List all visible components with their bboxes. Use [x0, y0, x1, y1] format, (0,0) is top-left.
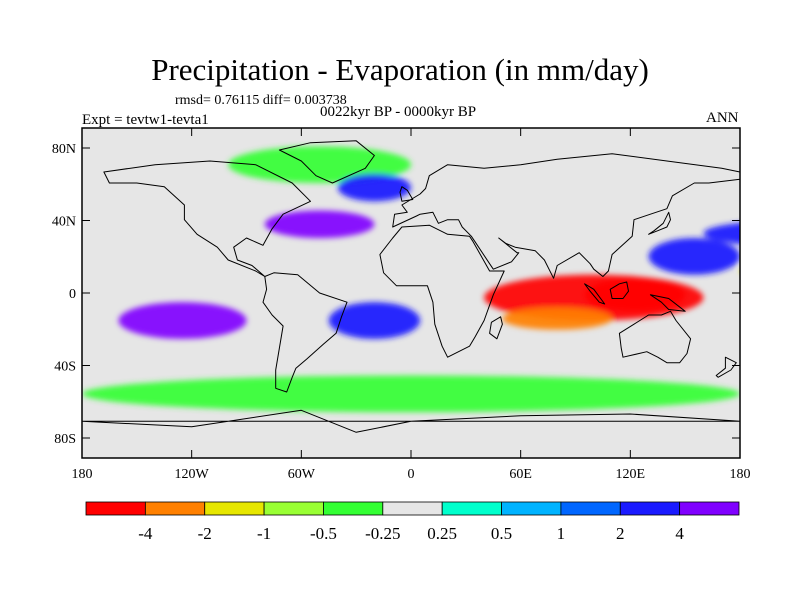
region-northwest-pacific-wet-band — [648, 238, 740, 275]
colorbar-swatch — [144, 501, 206, 516]
colorbar-swatch — [382, 501, 443, 516]
region-southern-ocean-green — [82, 375, 740, 413]
coastline-indonesia-borneo — [609, 281, 629, 299]
coastline-layer — [81, 140, 741, 433]
x-tick-label: 0 — [408, 467, 415, 482]
colorbar-swatch — [441, 501, 502, 516]
colorbar-label: -1 — [257, 524, 271, 543]
axis-ticks: 180 120W 60W 0 60E 120E 180 80N 40N 0 40S 80S — [52, 128, 751, 482]
colorbar-label: 1 — [557, 524, 566, 543]
region-indian-ocean-south-drying — [502, 307, 613, 330]
x-tick-label: 60W — [288, 467, 316, 482]
coastline-eurasia — [392, 153, 741, 279]
coastline-australia — [618, 310, 692, 364]
colorbar-label: 4 — [675, 524, 684, 543]
coastline-new-zealand — [715, 356, 737, 378]
experiment-label: Expt = tevtw1-tevta1 — [82, 112, 209, 128]
coastline-south-america — [262, 272, 348, 393]
coastline-uk — [399, 186, 414, 202]
colorbar-label: -0.5 — [310, 524, 337, 543]
coastline-antarctica — [81, 409, 741, 433]
period-label: 0022kyr BP - 0000kyr BP — [320, 104, 477, 120]
colorbar-swatch — [323, 501, 384, 516]
y-tick-label: 40N — [52, 215, 76, 230]
colorbar-swatch — [619, 501, 681, 516]
colorbar-label: 0.25 — [427, 524, 457, 543]
region-north-pacific-wet-band — [703, 222, 740, 245]
colorbar-swatch — [560, 501, 621, 516]
y-tick-label: 80S — [54, 432, 76, 447]
colorbar: -4 -2 -1 -0.5 -0.25 0.25 0.5 1 2 4 — [85, 501, 740, 543]
colorbar-label: 0.5 — [491, 524, 512, 543]
colorbar-label: 2 — [616, 524, 625, 543]
season-label: ANN — [706, 110, 739, 126]
coastline-sumatra — [584, 283, 606, 305]
coastline-madagascar — [489, 316, 503, 340]
stats-line: rmsd= 0.76115 diff= 0.003738 — [175, 93, 347, 108]
colorbar-swatch — [679, 501, 740, 516]
region-south-atlantic-wet — [328, 302, 421, 339]
coastline-new-guinea — [649, 294, 686, 312]
colorbar-swatch — [263, 501, 324, 516]
y-tick-label: 40S — [54, 360, 76, 375]
colorbar-swatch — [85, 501, 146, 516]
x-tick-label: 120W — [175, 467, 210, 482]
coastline-africa — [379, 224, 505, 358]
y-tick-label: 0 — [69, 287, 76, 302]
y-tick-label: 80N — [52, 142, 76, 157]
x-tick-label: 180 — [730, 467, 751, 482]
colorbar-label: -4 — [138, 524, 153, 543]
region-north-pacific-dry-band — [740, 256, 800, 284]
colorbar-swatch — [501, 501, 562, 516]
colorbar-label: -0.25 — [365, 524, 400, 543]
colorbar-label: -2 — [198, 524, 212, 543]
x-tick-label: 60E — [509, 467, 532, 482]
x-tick-label: 180 — [72, 467, 93, 482]
chart-title: Precipitation - Evaporation (in mm/day) — [151, 52, 649, 87]
region-east-pacific-south-wet — [118, 302, 247, 339]
region-north-atlantic-blue — [337, 173, 412, 202]
x-tick-label: 120E — [616, 467, 646, 482]
coastline-north-america — [103, 160, 311, 277]
coastline-japan — [648, 211, 671, 235]
colorbar-swatch — [204, 501, 265, 516]
coastline-greenland — [278, 140, 375, 184]
map-plot-area — [82, 128, 800, 458]
region-north-atlantic-wet-band — [264, 210, 375, 238]
region-west-pacific-warm-pool — [584, 278, 686, 312]
